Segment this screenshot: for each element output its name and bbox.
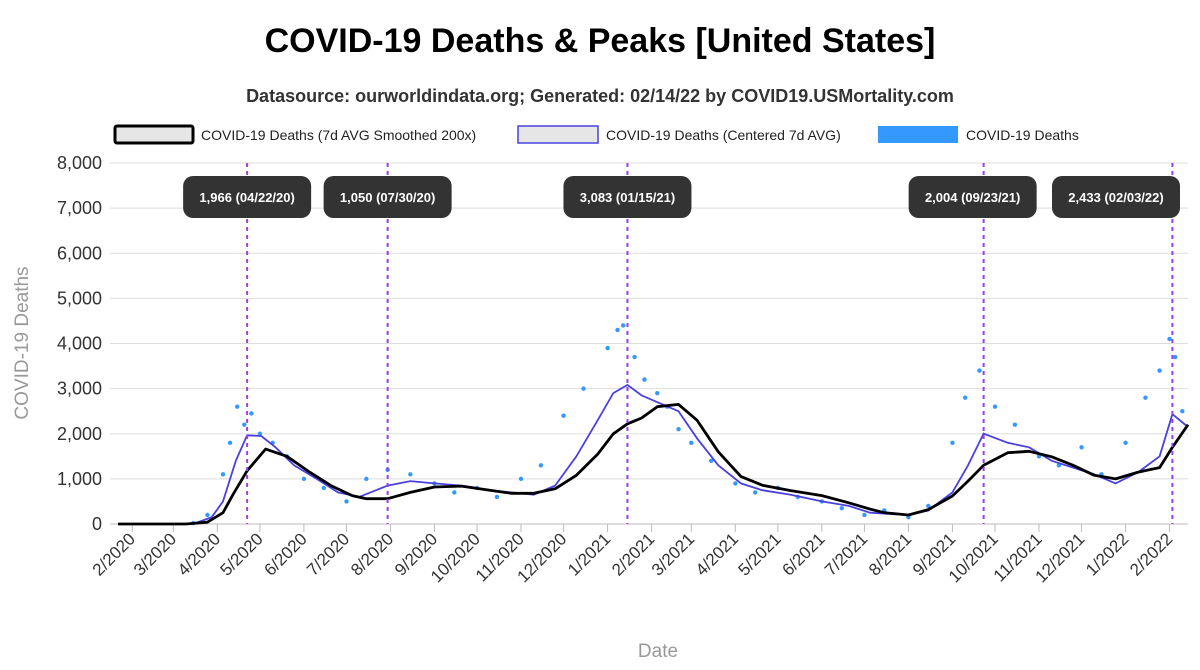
peak-label: 1,050 (07/30/20): [340, 190, 435, 205]
legend-label-deaths: COVID-19 Deaths: [966, 127, 1079, 143]
x-tick-label: 6/2021: [778, 529, 828, 579]
death-point: [561, 413, 566, 418]
death-point: [1012, 422, 1018, 427]
peak-label-box: [908, 176, 1037, 218]
death-point: [926, 503, 931, 509]
death-point: [950, 440, 955, 445]
death-point: [235, 404, 240, 409]
legend-swatch-smoothed: [113, 124, 195, 145]
death-point: [227, 440, 233, 445]
death-point: [977, 368, 982, 373]
x-tick-label: 2/2020: [89, 529, 139, 579]
death-point: [655, 390, 660, 396]
death-point: [321, 485, 326, 491]
death-point: [364, 476, 369, 482]
x-tick-label: 1/2021: [564, 529, 614, 579]
x-tick-label: 5/2020: [217, 529, 267, 579]
death-point: [620, 323, 626, 328]
death-point: [518, 476, 524, 482]
x-tick-label: 8/2020: [347, 529, 397, 579]
peak-label-box: [1052, 176, 1180, 218]
y-tick-label: 0: [92, 514, 102, 534]
x-tick-label: 8/2021: [865, 529, 915, 579]
y-tick-label: 8,000: [57, 153, 102, 173]
x-tick-label: 2/2021: [608, 529, 658, 579]
peak-label: 2,433 (02/03/22): [1068, 190, 1163, 205]
death-point: [862, 512, 867, 518]
death-point: [494, 494, 500, 500]
y-axis-ticks: 0 1,000 2,000 3,000 4,000 5,000 6,000 7,000 8,00…: [57, 153, 102, 534]
death-point: [1167, 336, 1172, 342]
legend: COVID-19 Deaths (7d AVG Smoothed 200x) C…: [113, 124, 1079, 145]
death-point: [963, 395, 968, 400]
legend-label-centered-avg: COVID-19 Deaths (Centered 7d AVG): [606, 127, 841, 143]
y-tick-label: 5,000: [57, 288, 102, 308]
peak-markers: 1,966 (04/22/20) 1,050 (07/30/20) 3,083 (0…: [183, 163, 1180, 524]
death-point: [301, 476, 307, 482]
death-point: [1123, 440, 1128, 445]
smoothed-line: [118, 402, 1190, 526]
peak-label: 3,083 (01/15/21): [580, 190, 675, 205]
death-point: [992, 404, 998, 409]
death-point: [632, 354, 637, 360]
legend-swatch-centered-avg: [517, 125, 599, 144]
peak-label: 2,004 (09/23/21): [925, 190, 1020, 205]
y-tick-label: 2,000: [57, 424, 102, 444]
death-point: [615, 327, 620, 333]
x-tick-label: 4/2020: [174, 529, 224, 579]
legend-label-smoothed: COVID-19 Deaths (7d AVG Smoothed 200x): [201, 127, 476, 143]
y-tick-label: 6,000: [57, 243, 102, 263]
death-point: [538, 463, 544, 468]
y-tick-label: 7,000: [57, 198, 102, 218]
death-point: [220, 472, 226, 477]
death-point: [1079, 445, 1084, 450]
x-tick-label: 2/2022: [1126, 529, 1176, 579]
death-point: [839, 506, 844, 511]
legend-swatch-deaths: [878, 126, 958, 143]
x-tick-label: 5/2021: [735, 529, 785, 579]
death-point: [642, 377, 647, 382]
death-point: [708, 458, 714, 464]
y-tick-label: 3,000: [57, 379, 102, 399]
peak-label-box: [183, 176, 312, 218]
x-tick-label: 6/2020: [261, 529, 311, 579]
death-point: [752, 490, 758, 495]
death-point: [733, 481, 738, 486]
death-point: [581, 386, 586, 391]
peak-label-box: [563, 176, 692, 218]
death-point: [344, 499, 349, 504]
death-point: [1173, 354, 1178, 360]
x-tick-label: 3/2021: [648, 529, 698, 579]
x-axis-title: Date: [638, 641, 678, 662]
death-point: [605, 345, 610, 351]
death-point: [452, 490, 457, 495]
death-point: [689, 440, 694, 445]
peak-label-box: [323, 176, 452, 218]
death-point: [242, 422, 247, 427]
y-tick-label: 1,000: [57, 469, 102, 489]
y-tick-label: 4,000: [57, 334, 102, 354]
chart-subtitle: Datasource: ourworldindata.org; Generate…: [246, 86, 954, 106]
series-lines: [117, 383, 1190, 526]
death-point: [249, 411, 254, 416]
centered-avg-line: [117, 383, 1189, 525]
x-tick-label: 4/2021: [692, 529, 742, 579]
x-tick-label: 7/2020: [303, 529, 353, 579]
y-axis-title: COVID-19 Deaths: [12, 266, 33, 419]
death-point: [1143, 395, 1148, 400]
death-point: [408, 472, 413, 477]
x-axis-ticks: 2/20203/20204/20205/20206/20207/20208/20…: [89, 524, 1176, 586]
death-point: [257, 431, 263, 436]
death-point: [676, 427, 681, 432]
x-tick-label: 1/2022: [1082, 529, 1132, 579]
death-point: [1180, 408, 1185, 414]
peak-label: 1,966 (04/22/20): [199, 190, 294, 205]
x-tick-label: 7/2021: [821, 529, 871, 579]
chart-title: COVID-19 Deaths & Peaks [United States]: [264, 22, 936, 60]
death-point: [1157, 368, 1162, 373]
death-point: [205, 512, 210, 518]
x-tick-label: 3/2020: [130, 529, 180, 579]
